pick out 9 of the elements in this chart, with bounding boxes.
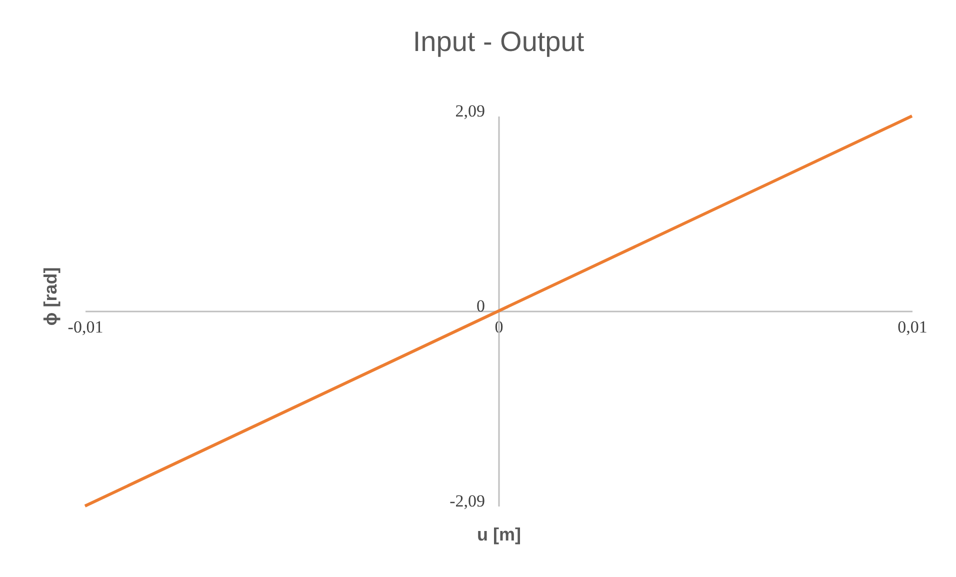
y-tick-label: -2,09 xyxy=(450,492,485,510)
chart-title: Input - Output xyxy=(412,26,584,57)
x-tick-label: 0 xyxy=(494,318,504,336)
y-axis-title: ϕ [rad] xyxy=(40,267,60,326)
x-tick-label: -0,01 xyxy=(68,318,104,336)
x-tick-label: 0,01 xyxy=(898,318,928,336)
y-tick-label: 2,09 xyxy=(455,102,485,120)
x-axis-title: u [m] xyxy=(477,524,521,544)
y-tick-label: 0 xyxy=(476,296,485,316)
